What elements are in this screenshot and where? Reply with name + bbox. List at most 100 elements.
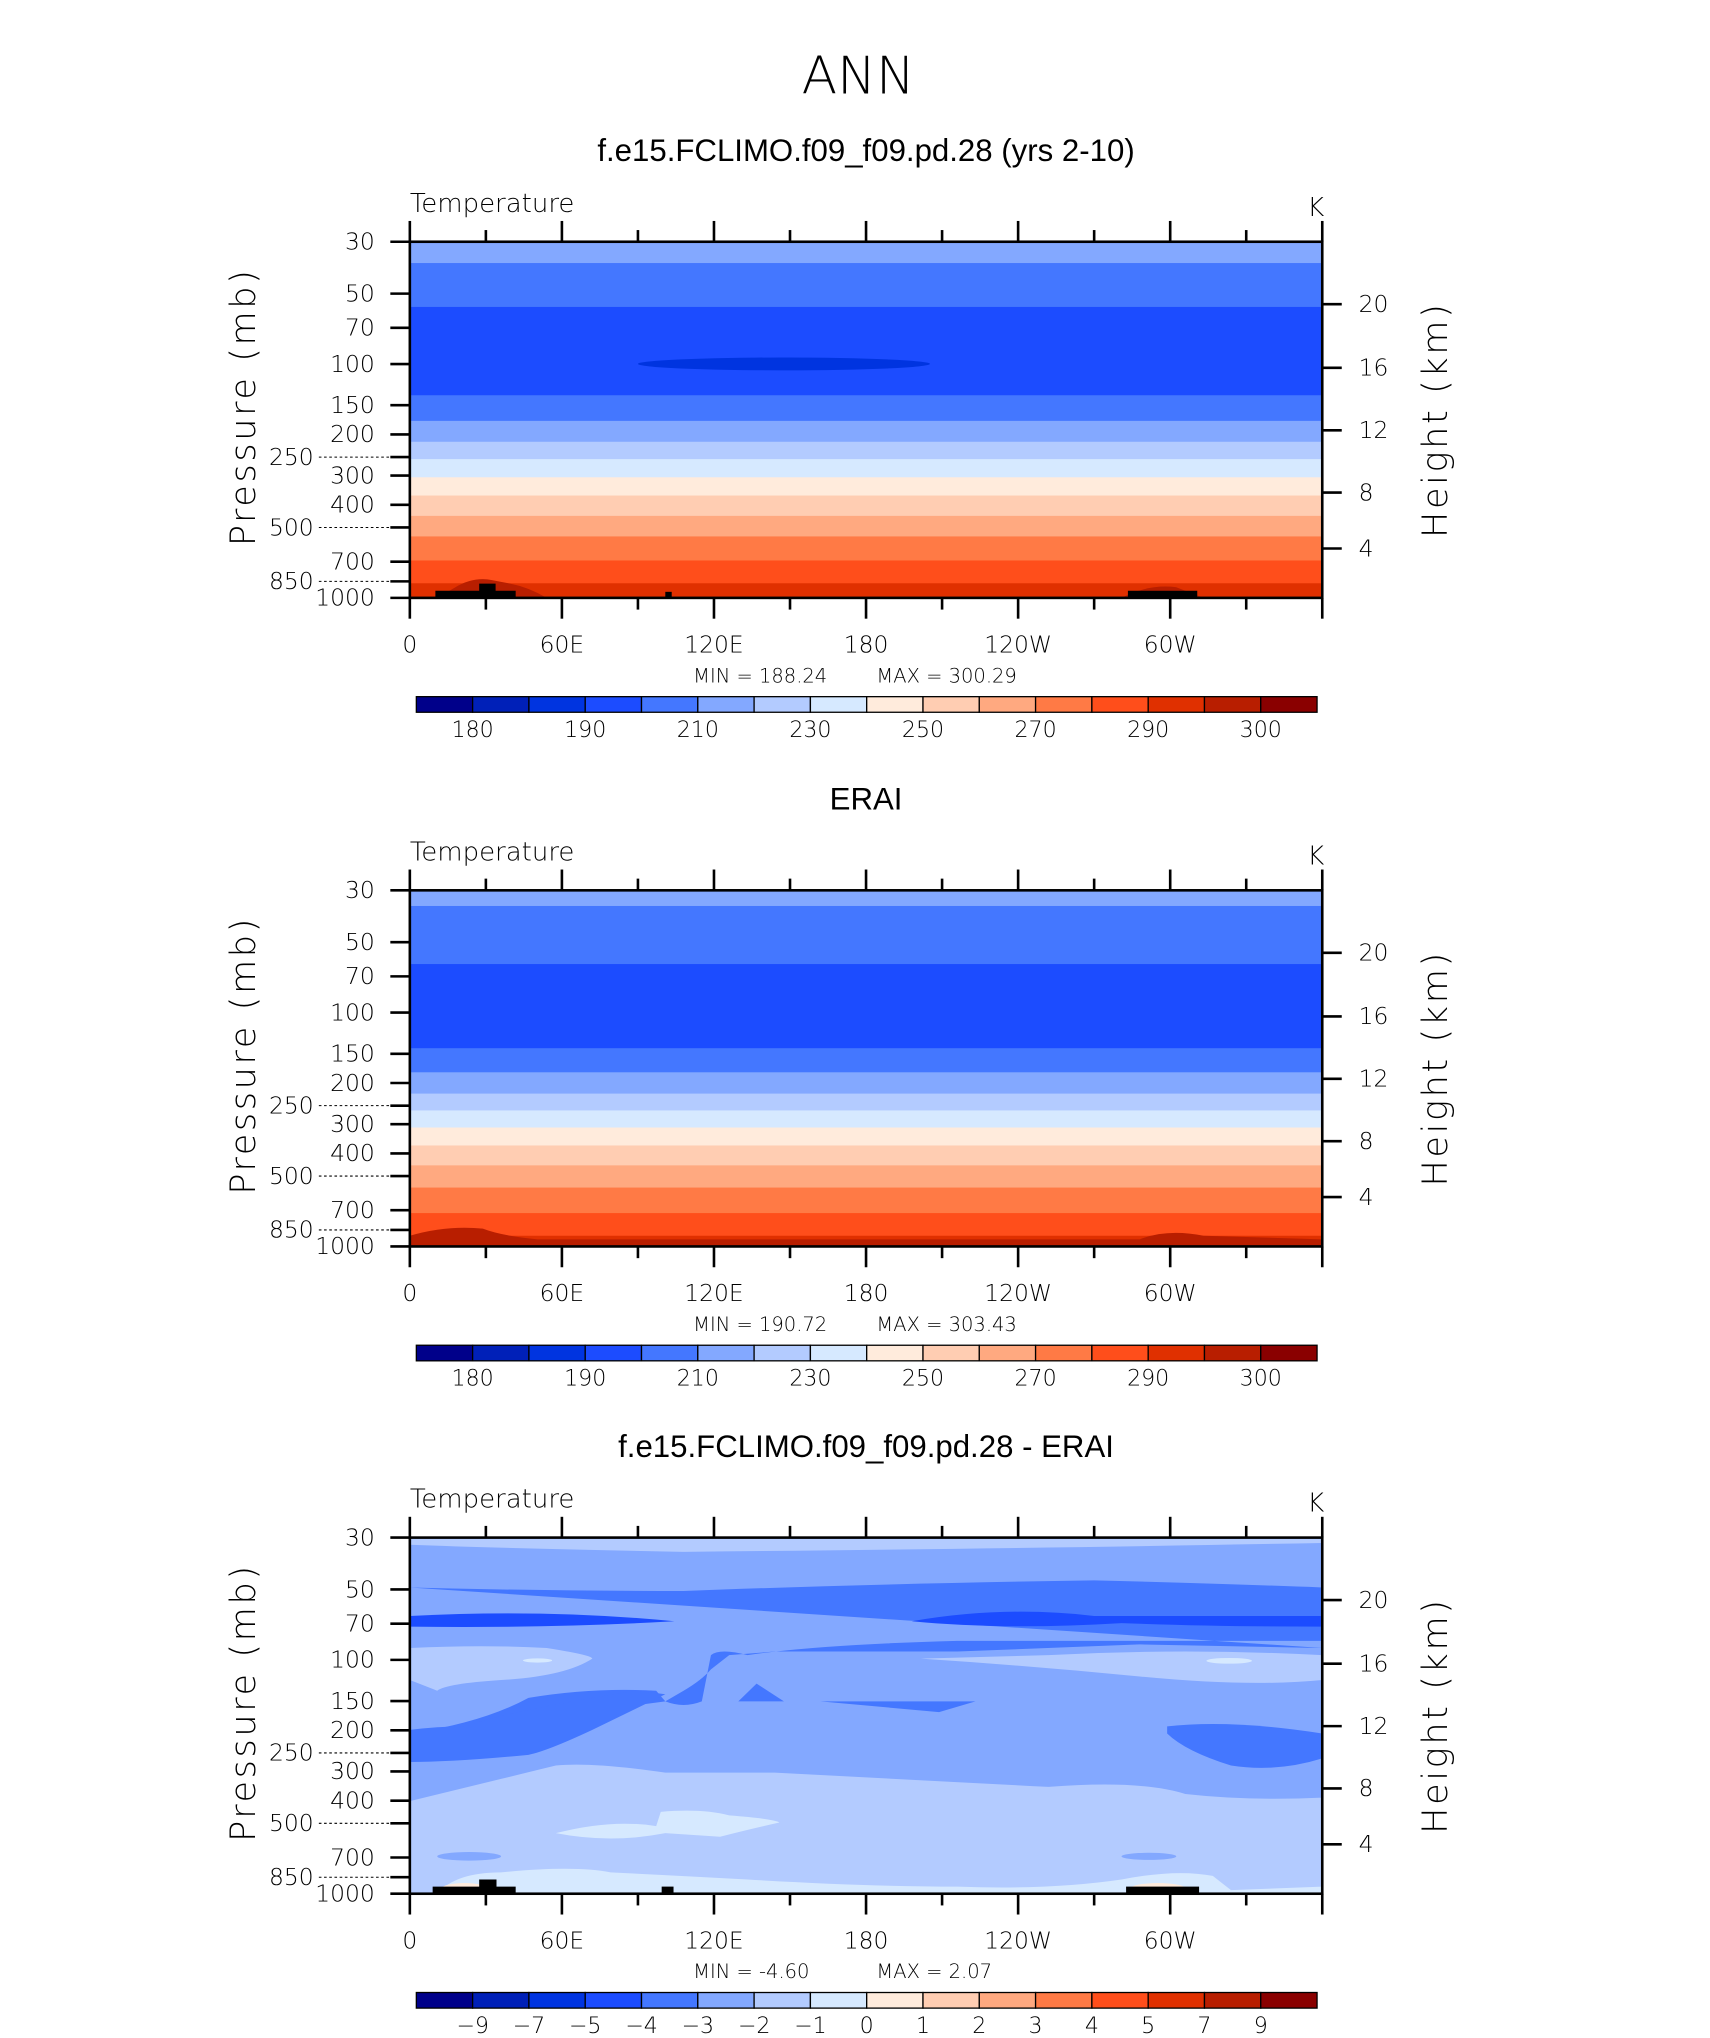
units-label: K bbox=[1307, 841, 1324, 871]
contour-field bbox=[409, 890, 1323, 1247]
colorbar-swatch bbox=[640, 1344, 699, 1362]
contour-band bbox=[409, 263, 1323, 309]
colorbar-label: 5 bbox=[1141, 2013, 1155, 2038]
colorbar-label: 250 bbox=[902, 1366, 944, 1392]
x-tick-label: 60W bbox=[1144, 630, 1197, 658]
terrain-mask bbox=[1127, 590, 1198, 598]
y-tick-label: 250 bbox=[269, 1091, 314, 1119]
y-tick-label: 150 bbox=[330, 1040, 375, 1068]
y-right-tick-label: 20 bbox=[1359, 1586, 1389, 1614]
x-tick-label: 60W bbox=[1144, 1279, 1197, 1307]
y-tick-label: 30 bbox=[345, 876, 375, 904]
min-label: MIN = -4.60 bbox=[693, 1960, 809, 1983]
colorbar-swatch bbox=[415, 1991, 474, 2009]
panel-1: f.e15.FCLIMO.f09_f09.pd.28 (yrs 2-10) Tem… bbox=[223, 133, 1456, 743]
colorbar-swatch bbox=[922, 1991, 980, 2009]
y-right-tick-label: 8 bbox=[1359, 478, 1374, 506]
page-title: ANN bbox=[802, 47, 915, 107]
x-tick-label: 180 bbox=[844, 1279, 889, 1307]
y-right-tick-label: 20 bbox=[1359, 290, 1389, 318]
contour-band bbox=[409, 241, 1323, 265]
x-tick-label: 60E bbox=[540, 1279, 585, 1307]
terrain-mask bbox=[1126, 1886, 1200, 1894]
colorbar-swatch bbox=[1260, 1991, 1318, 2009]
colorbar-label: 180 bbox=[452, 1366, 494, 1392]
contour-band bbox=[409, 420, 1323, 443]
panel-3: f.e15.FCLIMO.f09_f09.pd.28 - ERAI Tempera… bbox=[223, 1429, 1456, 2038]
contour-band bbox=[409, 1145, 1323, 1167]
y-tick-label: 200 bbox=[330, 1716, 375, 1744]
contour-band bbox=[409, 1048, 1323, 1074]
y-tick-label: 850 bbox=[269, 1216, 314, 1244]
colorbar-label: 9 bbox=[1254, 2013, 1268, 2038]
y-tick-label: 700 bbox=[330, 547, 375, 575]
contour-region bbox=[911, 1611, 1323, 1627]
y-tick-label: 100 bbox=[330, 998, 375, 1026]
x-tick-label: 0 bbox=[402, 1926, 417, 1954]
variable-label: Temperature bbox=[410, 1485, 575, 1515]
colorbar-label: 290 bbox=[1127, 717, 1169, 743]
y-axis-label: Pressure (mb) bbox=[223, 916, 264, 1195]
contour-band bbox=[409, 495, 1323, 517]
x-tick-label: 60E bbox=[540, 630, 585, 658]
colorbar-label: 210 bbox=[677, 1366, 719, 1392]
y-tick-label: 30 bbox=[345, 228, 375, 256]
colorbar-swatch bbox=[584, 1344, 643, 1362]
contour-band bbox=[409, 441, 1323, 461]
y-tick-label: 250 bbox=[269, 443, 314, 471]
contour-band bbox=[409, 515, 1323, 538]
variable-label: Temperature bbox=[410, 837, 575, 867]
colorbar-swatch bbox=[471, 696, 530, 713]
colorbar-swatch bbox=[528, 1344, 586, 1362]
x-tick-label: 120W bbox=[984, 1926, 1052, 1954]
contour-band bbox=[409, 477, 1323, 497]
colorbar-label: 210 bbox=[677, 717, 719, 743]
contour-region bbox=[1206, 1657, 1253, 1664]
contour-region bbox=[409, 1690, 666, 1762]
contour-region bbox=[437, 1868, 1323, 1894]
colorbar-swatch bbox=[697, 1991, 755, 2009]
y-axis-label: Pressure (mb) bbox=[223, 1563, 264, 1842]
contour-region bbox=[437, 1852, 502, 1861]
contour-band bbox=[409, 459, 1323, 479]
units-label: K bbox=[1307, 193, 1324, 223]
y-right-axis-label: Height (km) bbox=[1415, 302, 1456, 538]
panel-title: ERAI bbox=[830, 782, 903, 817]
colorbar-label: −5 bbox=[569, 2013, 602, 2038]
x-tick-label: 120E bbox=[684, 1926, 743, 1954]
y-right-tick-label: 4 bbox=[1359, 1830, 1374, 1858]
y-tick-label: 400 bbox=[330, 1786, 375, 1814]
max-label: MAX = 300.29 bbox=[876, 664, 1016, 687]
colorbar-swatch bbox=[528, 696, 586, 713]
y-tick-label: 300 bbox=[330, 1757, 375, 1785]
colorbar-swatch bbox=[697, 696, 755, 713]
y-tick-label: 700 bbox=[330, 1843, 375, 1871]
x-tick-label: 120W bbox=[984, 630, 1052, 658]
colorbar-label: −7 bbox=[513, 2013, 546, 2038]
colorbar-swatch bbox=[415, 696, 474, 713]
colorbar-swatch bbox=[697, 1344, 755, 1362]
y-tick-label: 50 bbox=[345, 928, 375, 956]
colorbar-swatch bbox=[1147, 1344, 1206, 1362]
y-tick-label: 50 bbox=[345, 1575, 375, 1603]
contour-band bbox=[409, 890, 1323, 908]
y-tick-label: 850 bbox=[269, 1863, 314, 1891]
y-tick-label: 70 bbox=[345, 962, 375, 990]
colorbar-label: 0 bbox=[860, 2013, 874, 2038]
y-right-tick-label: 16 bbox=[1359, 354, 1389, 382]
x-tick-label: 180 bbox=[844, 1926, 889, 1954]
colorbar-swatch bbox=[528, 1991, 586, 2009]
colorbar-swatch bbox=[415, 1344, 474, 1362]
colorbar-label: 300 bbox=[1240, 1366, 1282, 1392]
y-tick-label: 400 bbox=[330, 491, 375, 519]
colorbar-swatch bbox=[1091, 1991, 1149, 2009]
colorbar-label: −9 bbox=[456, 2013, 489, 2038]
contour-band bbox=[409, 1165, 1323, 1189]
colorbar-swatch bbox=[1034, 1344, 1093, 1362]
colorbar-swatch bbox=[584, 696, 643, 713]
y-right-tick-label: 12 bbox=[1359, 416, 1389, 444]
contour-band bbox=[409, 905, 1323, 966]
colorbar-label: 2 bbox=[972, 2013, 986, 2038]
colorbar-swatch bbox=[753, 1991, 812, 2009]
